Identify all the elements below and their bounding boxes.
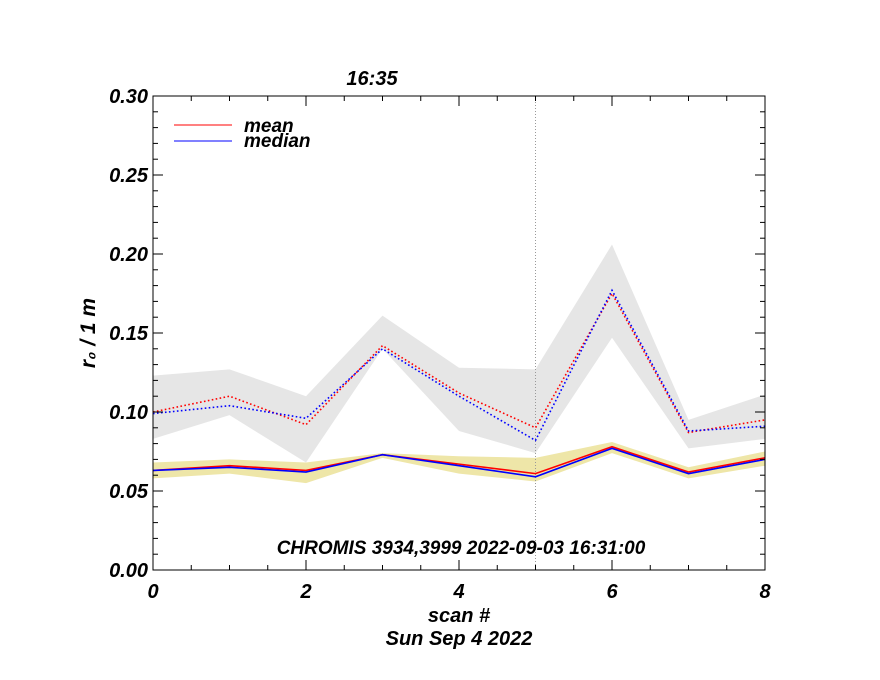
legend: mean median [174, 116, 311, 152]
x-tick-label: 6 [606, 581, 618, 603]
y-tick-label: 0.25 [109, 165, 149, 187]
x-tick-label: 8 [759, 581, 771, 603]
high-range-band [153, 244, 765, 463]
x-tick-labels: 0 2 4 6 8 [147, 581, 771, 603]
mean-high-line [152, 291, 766, 434]
legend-mean-label: mean [244, 116, 294, 137]
x-tick-label: 4 [452, 581, 464, 603]
y-tick-label: 0.05 [109, 481, 149, 503]
axis-ticks [152, 95, 766, 571]
low-range-band [153, 442, 765, 484]
y-tick-label: 0.20 [109, 244, 148, 266]
series-lines [152, 288, 766, 478]
x-axis-label: scan # [428, 605, 491, 627]
plot-frame [152, 95, 766, 571]
y-axis-label: r₀ / 1 m [77, 298, 100, 368]
y-tick-label: 0.10 [109, 402, 148, 424]
y-tick-labels: 0.00 0.05 0.10 0.15 0.20 0.25 0.30 [109, 86, 149, 582]
mean-low-line [152, 445, 766, 475]
median-low-line [152, 447, 766, 478]
date-label: Sun Sep 4 2022 [386, 628, 533, 650]
y-tick-label: 0.15 [109, 323, 149, 345]
y-tick-label: 0.00 [109, 560, 148, 582]
x-tick-label: 0 [147, 581, 158, 603]
y-tick-label: 0.30 [109, 86, 148, 108]
chart-annotation: CHROMIS 3934,3999 2022-09-03 16:31:00 [277, 538, 646, 559]
range-bands [153, 244, 765, 484]
top-time-label: 16:35 [346, 68, 398, 90]
x-tick-label: 2 [299, 581, 311, 603]
legend-median-label: median [244, 131, 311, 152]
